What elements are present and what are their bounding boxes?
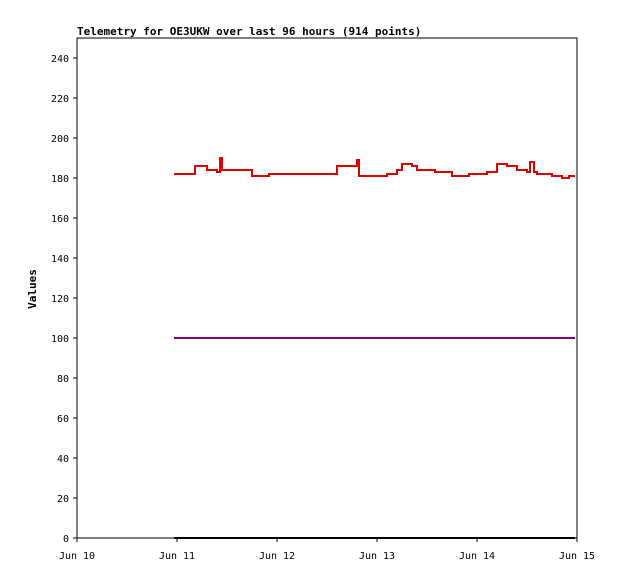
y-tick-label: 120 [51, 294, 69, 305]
x-tick-label: Jun 11 [159, 551, 195, 562]
chart-title: Telemetry for OE3UKW over last 96 hours … [77, 25, 421, 38]
y-tick-label: 40 [57, 454, 69, 465]
y-tick-label: 20 [57, 494, 69, 505]
y-tick-label: 160 [51, 214, 69, 225]
series-layer [174, 157, 575, 539]
x-tick-label: Jun 15 [559, 551, 595, 562]
y-tick-label: 0 [63, 534, 69, 545]
y-tick-label: 180 [51, 174, 69, 185]
y-tick-label: 80 [57, 374, 69, 385]
x-tick-label: Jun 14 [459, 551, 495, 562]
y-tick-label: 140 [51, 254, 69, 265]
y-tick-label: 60 [57, 414, 69, 425]
y-tick-label: 100 [51, 334, 69, 345]
y-axis: 0 20 40 60 80 100 120 140 160 180 200 220 240 [51, 54, 77, 545]
y-axis-label: Values [26, 269, 39, 309]
y-tick-label: 200 [51, 134, 69, 145]
y-tick-label: 240 [51, 54, 69, 65]
x-tick-label: Jun 13 [359, 551, 395, 562]
y-tick-label: 220 [51, 94, 69, 105]
x-tick-label: Jun 10 [59, 551, 95, 562]
x-tick-label: Jun 12 [259, 551, 295, 562]
series-line-0 [174, 157, 575, 179]
